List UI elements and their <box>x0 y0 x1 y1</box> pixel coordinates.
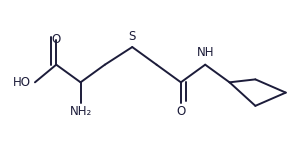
Text: S: S <box>129 30 136 43</box>
Text: HO: HO <box>13 76 31 89</box>
Text: NH₂: NH₂ <box>69 105 92 118</box>
Text: NH: NH <box>196 46 214 59</box>
Text: O: O <box>176 105 185 118</box>
Text: O: O <box>52 33 61 46</box>
